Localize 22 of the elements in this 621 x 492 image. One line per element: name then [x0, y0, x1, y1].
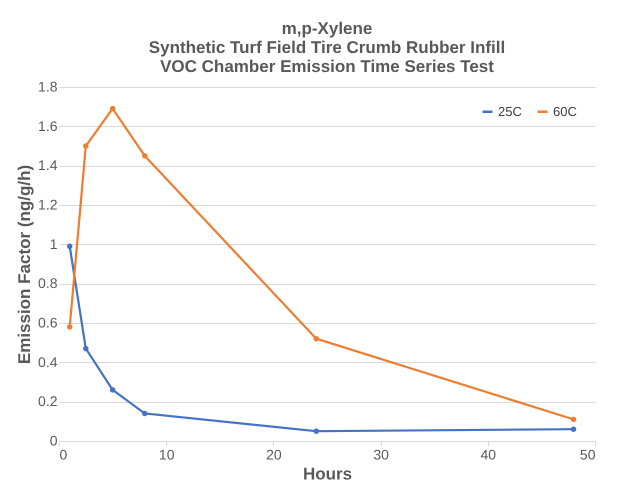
point [314, 428, 320, 434]
text: VOC Chamber Emission Time Series Test [160, 57, 494, 76]
y-tick-label: 0.8 [38, 275, 58, 292]
y-tick-label: 0.2 [38, 393, 58, 410]
y-tick-label: 1.2 [38, 196, 58, 212]
text: m,p-Xylene [282, 19, 372, 38]
text: Synthetic Turf Field Tire Crumb Rubber Infill [148, 38, 506, 57]
y-tick-label: 0 [50, 432, 58, 448]
x-tick-label: 30 [373, 446, 390, 462]
x-axis-title: Hours [302, 464, 352, 484]
y-tick-label: 1.4 [38, 157, 58, 174]
x-tick-label: 20 [266, 446, 282, 462]
x-tick-label: 50 [580, 446, 596, 462]
x-tick-label: 40 [480, 446, 496, 462]
point [570, 426, 576, 432]
y-tick-label: 0.4 [38, 354, 58, 370]
y-tick-label: 1 [50, 236, 58, 252]
x-tick-label: 10 [158, 446, 175, 462]
y-tick-label: 1.8 [38, 78, 58, 94]
y-tick-label: 1.6 [38, 118, 58, 134]
y-axis-title: Emission Factor (ng/g/h) [15, 164, 34, 364]
y-tick-label: 0.6 [38, 314, 58, 330]
